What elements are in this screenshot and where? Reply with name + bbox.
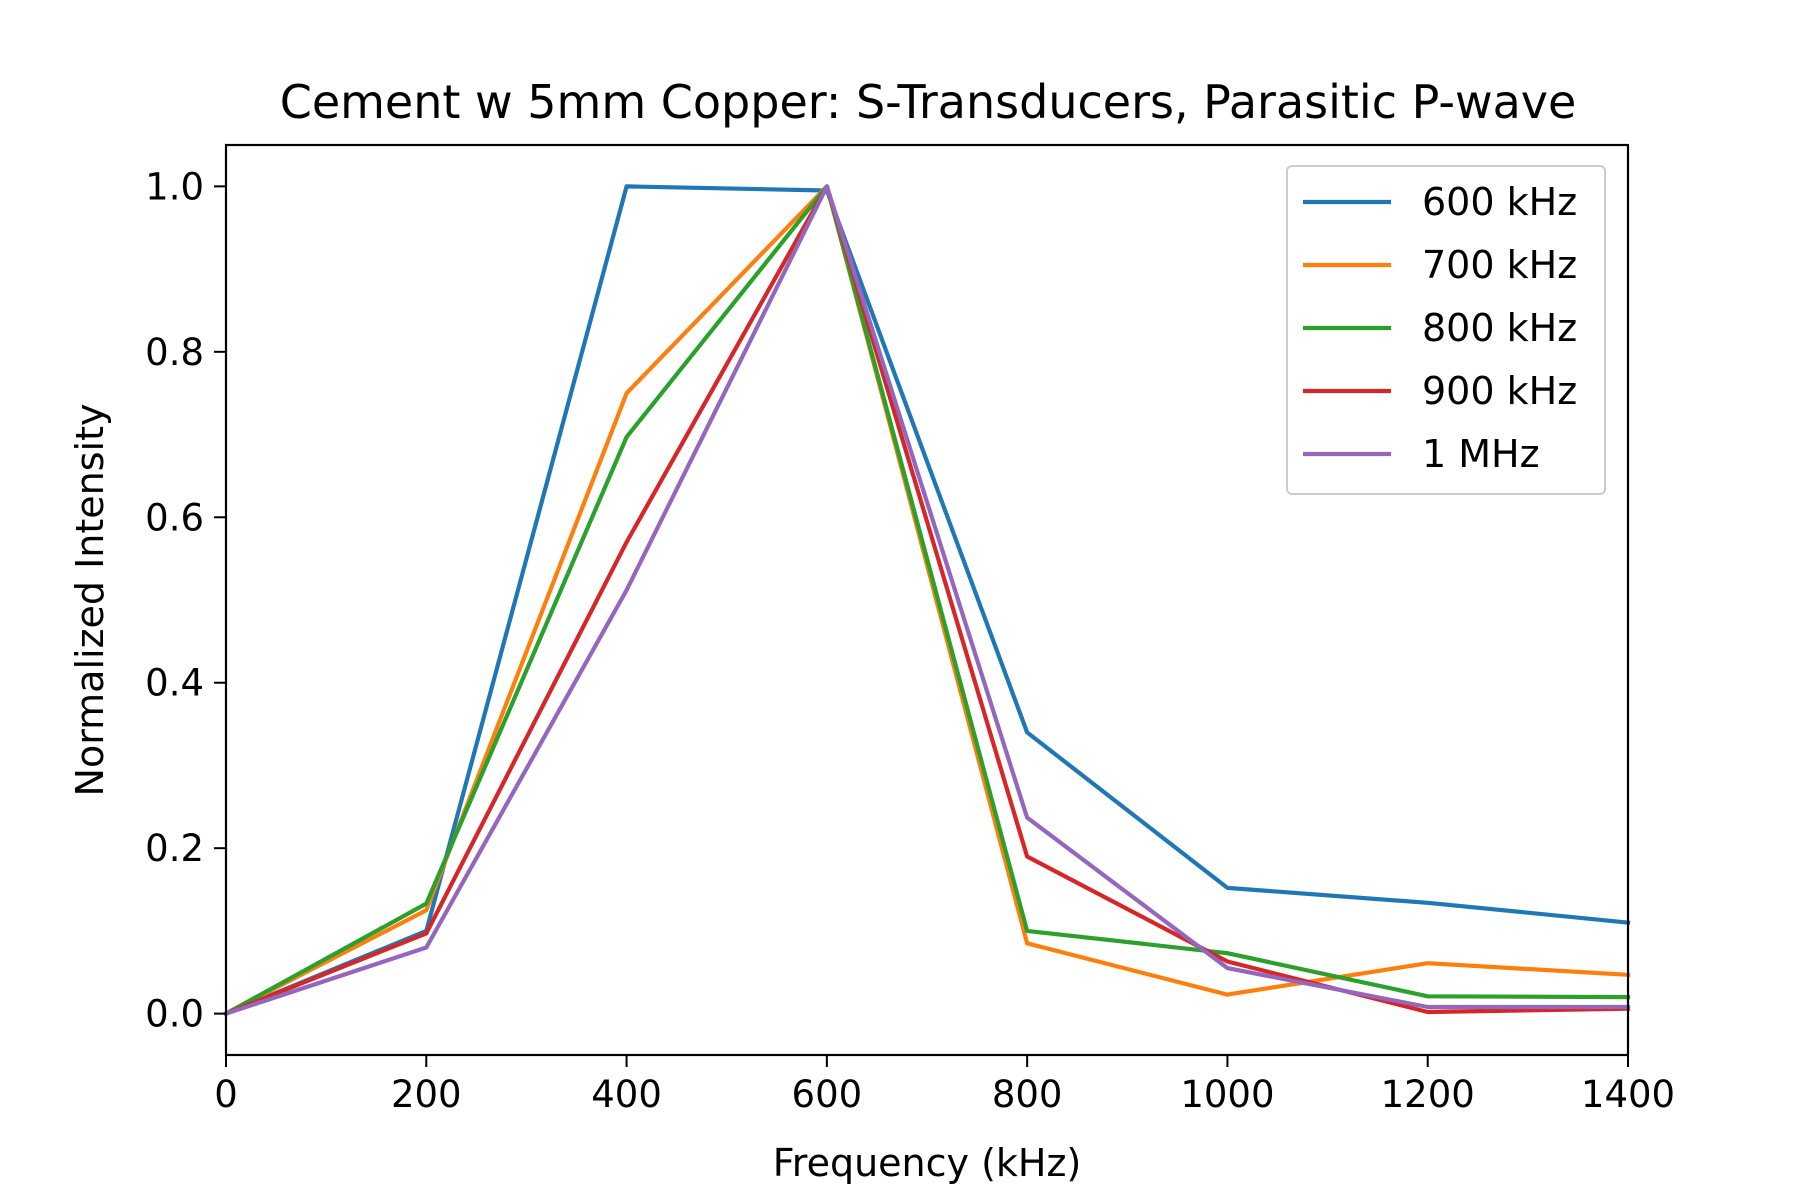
chart-title: Cement w 5mm Copper: S-Transducers, Para… bbox=[280, 75, 1577, 129]
y-tick-label: 0.4 bbox=[145, 662, 204, 705]
legend-label: 600 kHz bbox=[1422, 180, 1577, 224]
y-tick-label: 0.6 bbox=[145, 496, 204, 539]
series-line-2 bbox=[223, 184, 1631, 1017]
y-tick-label: 0.8 bbox=[145, 331, 204, 374]
plot-frame bbox=[224, 143, 1630, 1057]
legend-label: 800 kHz bbox=[1422, 306, 1577, 350]
series-layer bbox=[223, 184, 1631, 1017]
x-tick-label: 600 bbox=[792, 1073, 863, 1116]
y-axis: 0.0 0.2 0.4 0.6 0.8 1.0 bbox=[145, 165, 226, 1036]
x-tick-label: 1200 bbox=[1381, 1073, 1475, 1116]
x-axis: 0 200 400 600 800 1000 1200 1400 bbox=[214, 1055, 1675, 1116]
y-tick-label: 0.2 bbox=[145, 827, 204, 870]
x-tick-label: 200 bbox=[391, 1073, 462, 1116]
x-tick-label: 0 bbox=[214, 1073, 238, 1116]
x-axis-label: Frequency (kHz) bbox=[773, 1141, 1082, 1185]
x-tick-label: 1000 bbox=[1180, 1073, 1274, 1116]
y-axis-label: Normalized Intensity bbox=[68, 404, 112, 797]
legend-label: 700 kHz bbox=[1422, 243, 1577, 287]
y-tick-label: 1.0 bbox=[145, 165, 204, 208]
y-tick-label: 0.0 bbox=[145, 993, 204, 1036]
legend-box bbox=[1286, 165, 1606, 495]
legend-label: 900 kHz bbox=[1422, 369, 1577, 413]
x-tick-label: 800 bbox=[992, 1073, 1063, 1116]
series-line-0 bbox=[223, 184, 1631, 1017]
legend: 600 kHz 700 kHz 800 kHz 900 kHz 1 MHz bbox=[1286, 165, 1606, 495]
x-tick-label: 400 bbox=[591, 1073, 662, 1116]
series-line-3 bbox=[223, 184, 1631, 1017]
legend-label: 1 MHz bbox=[1422, 432, 1540, 476]
series-line-4 bbox=[223, 184, 1631, 1017]
x-tick-label: 1400 bbox=[1581, 1073, 1675, 1116]
